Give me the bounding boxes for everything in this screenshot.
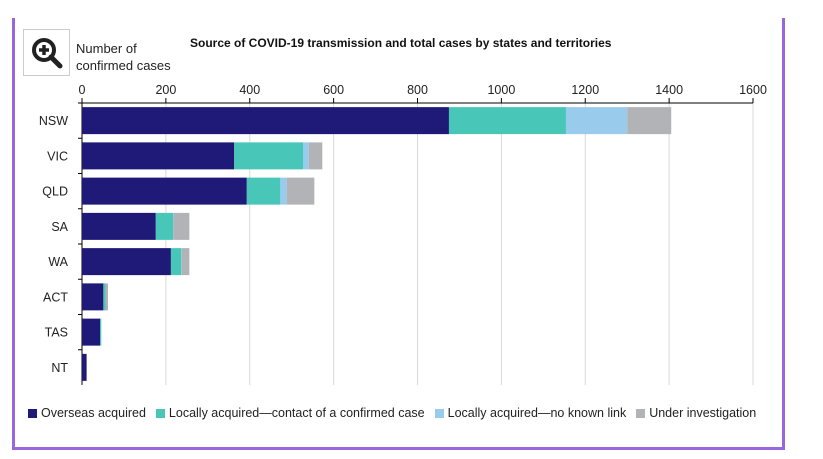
bar-segment bbox=[103, 283, 106, 311]
bar-segment bbox=[173, 212, 190, 240]
x-tick-label: 1000 bbox=[487, 83, 515, 97]
bar-segment bbox=[303, 142, 309, 170]
x-tick-label: 400 bbox=[239, 83, 260, 97]
bar-segment bbox=[627, 107, 672, 135]
bar-segment bbox=[82, 107, 449, 135]
bar-segment bbox=[286, 177, 315, 205]
bar-segment bbox=[155, 212, 174, 240]
x-tick-label: 1600 bbox=[739, 83, 767, 97]
category-label: TAS bbox=[45, 326, 68, 340]
category-label: SA bbox=[51, 220, 68, 234]
category-label: VIC bbox=[47, 149, 68, 163]
bar-segment bbox=[448, 107, 566, 135]
legend: Overseas acquired Locally acquired—contac… bbox=[28, 406, 756, 420]
bar-segment bbox=[181, 248, 190, 276]
chart-frame bbox=[12, 18, 785, 450]
legend-item: Locally acquired—contact of a confirmed … bbox=[155, 406, 425, 420]
bar-segment bbox=[82, 212, 156, 240]
legend-item: Under investigation bbox=[636, 406, 756, 420]
zoom-button[interactable] bbox=[23, 29, 70, 76]
x-tick-label: 1400 bbox=[655, 83, 683, 97]
x-tick-label: 1200 bbox=[571, 83, 599, 97]
bar-segment bbox=[82, 353, 87, 381]
bar-segment bbox=[82, 177, 247, 205]
x-tick-label: 600 bbox=[323, 83, 344, 97]
legend-label: Locally acquired—contact of a confirmed … bbox=[168, 406, 425, 420]
bar-segment bbox=[280, 177, 287, 205]
bar-segment bbox=[82, 318, 101, 346]
category-label: NSW bbox=[39, 114, 68, 128]
bar-segment bbox=[308, 142, 323, 170]
category-label: NT bbox=[51, 361, 68, 375]
legend-item: Overseas acquired bbox=[28, 406, 146, 420]
bar-segment bbox=[100, 318, 102, 346]
x-tick-label: 800 bbox=[407, 83, 428, 97]
bar-segment bbox=[82, 142, 235, 170]
legend-swatch bbox=[155, 408, 165, 418]
legend-swatch bbox=[434, 408, 444, 418]
legend-swatch bbox=[28, 408, 37, 418]
chart-title: Source of COVID-19 transmission and tota… bbox=[190, 36, 612, 50]
bar-segment bbox=[246, 177, 281, 205]
legend-label: Under investigation bbox=[649, 406, 757, 420]
bar-segment bbox=[105, 283, 109, 311]
legend-item: Locally acquired—no known link bbox=[434, 406, 627, 420]
x-tick-label: 0 bbox=[79, 83, 86, 97]
legend-label: Overseas acquired bbox=[41, 406, 146, 420]
zoom-in-icon bbox=[31, 37, 62, 68]
bar-segment bbox=[234, 142, 304, 170]
bar-segment bbox=[170, 248, 182, 276]
x-tick-label: 200 bbox=[155, 83, 176, 97]
category-label: WA bbox=[48, 255, 68, 269]
bar-segment bbox=[82, 283, 104, 311]
bar-segment bbox=[82, 248, 171, 276]
category-label: QLD bbox=[42, 185, 68, 199]
legend-swatch bbox=[636, 408, 646, 418]
x-axis-label: Number of confirmed cases bbox=[76, 41, 171, 73]
legend-label: Locally acquired—no known link bbox=[447, 406, 627, 420]
bar-segment bbox=[565, 107, 628, 135]
category-label: ACT bbox=[43, 290, 68, 304]
